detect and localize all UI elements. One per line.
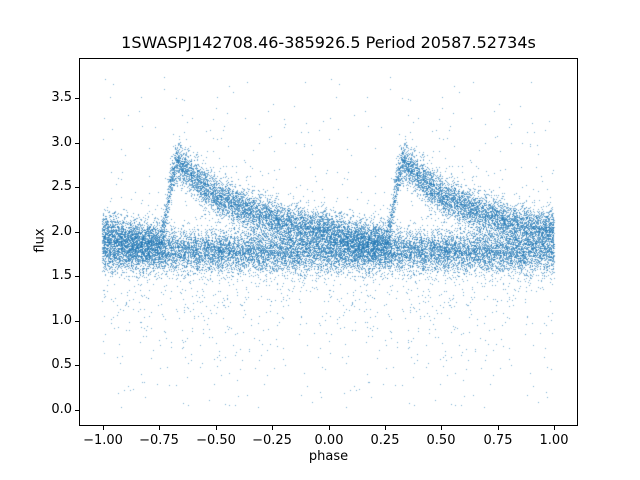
scatter-points-canvas <box>80 59 577 425</box>
y-tick-label: 0.0 <box>51 402 72 417</box>
y-tick-mark <box>75 365 79 366</box>
x-tick-mark <box>216 426 217 430</box>
x-tick-label: −1.00 <box>83 433 123 448</box>
x-tick-mark <box>103 426 104 430</box>
y-tick-mark <box>75 276 79 277</box>
x-tick-mark <box>272 426 273 430</box>
x-tick-mark <box>385 426 386 430</box>
y-tick-mark <box>75 232 79 233</box>
x-tick-label: −0.50 <box>196 433 236 448</box>
x-axis-label: phase <box>308 449 349 464</box>
x-tick-mark <box>329 426 330 430</box>
y-tick-label: 1.5 <box>51 268 72 283</box>
y-tick-label: 0.5 <box>51 357 72 372</box>
plot-area <box>79 58 578 426</box>
x-tick-label: −0.75 <box>139 433 179 448</box>
y-tick-mark <box>75 321 79 322</box>
y-tick-mark <box>75 410 79 411</box>
y-tick-label: 1.0 <box>51 313 72 328</box>
x-tick-label: 1.00 <box>539 433 569 448</box>
x-tick-label: 0.25 <box>370 433 400 448</box>
y-tick-label: 2.5 <box>51 179 72 194</box>
x-tick-label: 0.00 <box>314 433 344 448</box>
y-tick-label: 2.0 <box>51 224 72 239</box>
x-tick-label: 0.50 <box>426 433 456 448</box>
x-tick-label: −0.25 <box>252 433 292 448</box>
x-tick-mark <box>554 426 555 430</box>
y-tick-mark <box>75 98 79 99</box>
y-tick-label: 3.0 <box>51 135 72 150</box>
y-tick-mark <box>75 143 79 144</box>
x-tick-mark <box>159 426 160 430</box>
chart-title: 1SWASPJ142708.46-385926.5 Period 20587.5… <box>121 33 536 52</box>
y-tick-mark <box>75 187 79 188</box>
y-tick-label: 3.5 <box>51 90 72 105</box>
x-tick-label: 0.75 <box>483 433 513 448</box>
x-tick-mark <box>441 426 442 430</box>
x-tick-mark <box>498 426 499 430</box>
y-axis-label: flux <box>32 228 48 253</box>
